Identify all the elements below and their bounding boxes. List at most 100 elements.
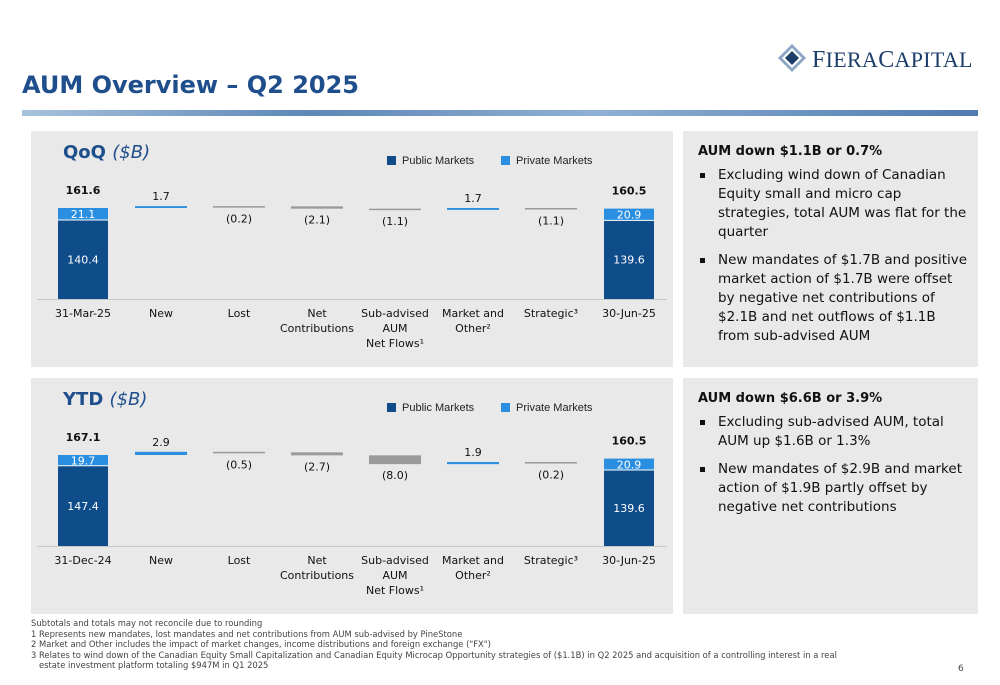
x-tick-label: AUM xyxy=(382,569,407,582)
data-label-change: 1.7 xyxy=(464,192,482,205)
logo-wordmark: FIERACAPITAL xyxy=(812,47,973,73)
data-label-private: 20.9 xyxy=(617,209,642,222)
fiera-capital-logo: FIERACAPITAL xyxy=(776,42,972,76)
decorative-band xyxy=(22,110,978,116)
legend-swatch-private xyxy=(501,156,510,165)
x-tick-label: Net xyxy=(307,307,327,320)
data-label-total: 160.5 xyxy=(612,185,647,198)
qoq-bullet: Excluding wind down of Canadian Equity s… xyxy=(698,166,970,242)
bar-change xyxy=(447,462,499,465)
qoq-bullet: New mandates of $1.7B and positive marke… xyxy=(698,251,970,346)
x-tick-label: 30-Jun-25 xyxy=(602,554,656,567)
footnote: 2 Market and Other includes the impact o… xyxy=(31,639,491,649)
bar-private-markets xyxy=(58,455,108,466)
bar-change xyxy=(369,455,421,465)
data-label-total: 167.1 xyxy=(66,431,101,444)
data-label-total: 160.5 xyxy=(612,435,647,448)
data-label-change: (1.1) xyxy=(382,215,408,228)
x-tick-label: Contributions xyxy=(280,569,354,582)
x-tick-label: Strategic³ xyxy=(524,554,578,567)
bar-public-markets xyxy=(604,469,654,546)
footnote: 3 Relates to wind down of the Canadian E… xyxy=(31,649,837,660)
qoq-commentary-panel: AUM down $1.1B or 0.7% Excluding wind do… xyxy=(683,131,978,367)
footnote: Subtotals and totals may not reconcile d… xyxy=(31,618,263,628)
bar-change xyxy=(291,206,343,209)
x-tick-label: Net Flows¹ xyxy=(366,584,424,597)
bar-change xyxy=(291,452,343,456)
x-tick-label: Lost xyxy=(228,554,251,567)
legend-swatch-private xyxy=(501,403,510,412)
data-label-change: (0.2) xyxy=(538,469,564,482)
data-label-change: 1.7 xyxy=(152,190,170,203)
bar-private-markets xyxy=(58,208,108,220)
data-label-change: 2.9 xyxy=(152,436,170,449)
x-tick-label: Lost xyxy=(228,307,251,320)
legend-label-public: Public Markets xyxy=(402,402,475,414)
x-tick-label: New xyxy=(149,554,173,567)
data-label-change: 1.9 xyxy=(464,446,482,459)
qoq-bullet-list: Excluding wind down of Canadian Equity s… xyxy=(698,166,970,355)
footnotes: Subtotals and totals may not reconcile d… xyxy=(31,618,951,671)
ytd-commentary-heading: AUM down $6.6B or 3.9% xyxy=(698,391,883,406)
data-label-total: 161.6 xyxy=(66,184,101,197)
ytd-bullet-list: Excluding sub-advised AUM, total AUM up … xyxy=(698,413,970,526)
data-label-change: (1.1) xyxy=(538,215,564,228)
data-label-change: (2.1) xyxy=(304,214,330,227)
bar-change xyxy=(525,208,577,210)
data-label-public: 147.4 xyxy=(67,500,99,513)
data-label-change: (0.2) xyxy=(226,213,252,226)
legend-swatch-public xyxy=(387,403,396,412)
bar-change xyxy=(213,206,265,208)
ytd-bullet: New mandates of $2.9B and market action … xyxy=(698,460,970,517)
bar-change xyxy=(135,451,187,455)
x-tick-label: Net xyxy=(307,554,327,567)
data-label-change: (0.5) xyxy=(226,458,252,471)
x-tick-label: Net Flows¹ xyxy=(366,337,424,350)
bar-change xyxy=(447,208,499,210)
qoq-chart-title: QoQ ($B) xyxy=(63,142,151,163)
bar-change xyxy=(369,208,421,211)
data-label-private: 20.9 xyxy=(617,458,642,471)
diamond-logo-icon xyxy=(778,44,806,72)
x-tick-label: 30-Jun-25 xyxy=(602,307,656,320)
x-tick-label: Market and xyxy=(442,307,504,320)
ytd-waterfall-chart: Public Markets Private Markets 147.4 19.7 16… xyxy=(37,402,667,597)
data-label-private: 21.1 xyxy=(71,208,96,221)
legend-label-private: Private Markets xyxy=(516,402,593,414)
bar-change xyxy=(135,206,187,208)
data-label-change: (2.7) xyxy=(304,460,330,473)
footnote: estate investment platform totaling $947… xyxy=(31,660,269,670)
x-tick-label: Strategic³ xyxy=(524,307,578,320)
x-tick-label: Contributions xyxy=(280,322,354,335)
x-tick-label: AUM xyxy=(382,322,407,335)
ytd-bullet: Excluding sub-advised AUM, total AUM up … xyxy=(698,413,970,451)
data-label-change: (8.0) xyxy=(382,469,408,482)
bar-public-markets xyxy=(604,220,654,299)
qoq-chart-panel: QoQ ($B) Public Markets Private Markets 14… xyxy=(31,131,673,367)
bar-change xyxy=(213,451,265,454)
legend-swatch-public xyxy=(387,156,396,165)
bar-private-markets xyxy=(604,208,654,221)
page-number: 6 xyxy=(958,664,964,674)
qoq-commentary-heading: AUM down $1.1B or 0.7% xyxy=(698,144,883,159)
ytd-chart-panel: YTD ($B) Public Markets Private Markets 14… xyxy=(31,378,673,614)
bar-public-markets xyxy=(58,465,108,546)
x-tick-label: Market and xyxy=(442,554,504,567)
ytd-chart-title: YTD ($B) xyxy=(63,389,148,410)
page-title: AUM Overview – Q2 2025 xyxy=(22,71,360,99)
footnote: 1 Represents new mandates, lost mandates… xyxy=(31,628,463,639)
bar-private-markets xyxy=(604,458,654,470)
x-tick-label: 31-Dec-24 xyxy=(54,554,111,567)
data-label-public: 139.6 xyxy=(613,254,645,267)
data-label-public: 140.4 xyxy=(67,253,99,266)
x-tick-label: Other² xyxy=(455,322,491,335)
data-label-private: 19.7 xyxy=(71,454,96,467)
x-tick-label: Other² xyxy=(455,569,491,582)
x-tick-label: 31-Mar-25 xyxy=(55,307,111,320)
data-label-public: 139.6 xyxy=(613,502,645,515)
x-tick-label: New xyxy=(149,307,173,320)
x-tick-label: Sub-advised xyxy=(361,307,429,320)
bar-public-markets xyxy=(58,219,108,299)
legend-label-public: Public Markets xyxy=(402,155,475,167)
x-tick-label: Sub-advised xyxy=(361,554,429,567)
